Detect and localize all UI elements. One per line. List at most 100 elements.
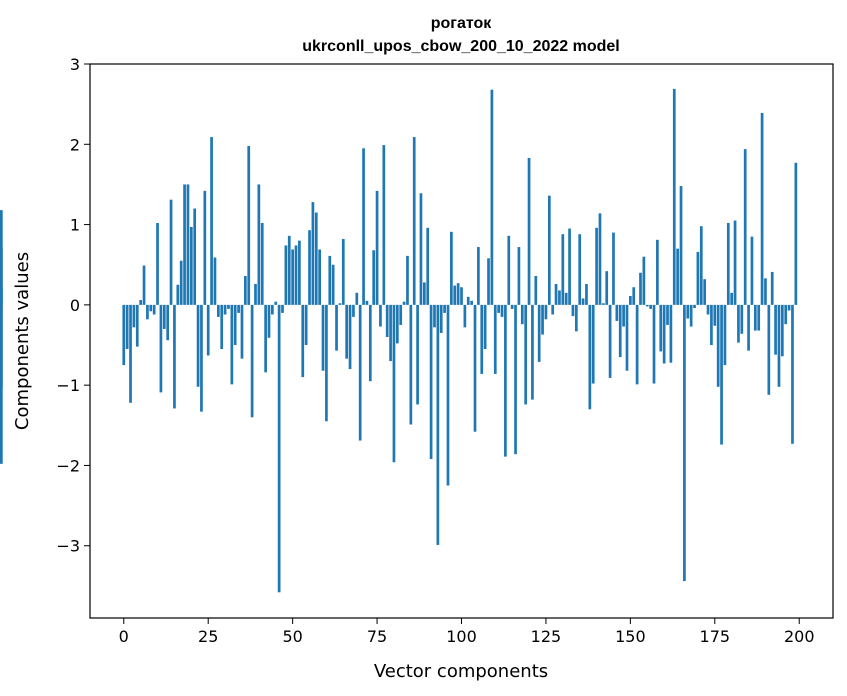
y-tick-label: 2 (70, 135, 80, 154)
bar (544, 304, 548, 320)
y-tick-label: −1 (56, 376, 80, 395)
bar (541, 304, 544, 335)
bar (598, 213, 602, 305)
bar (382, 145, 386, 305)
bar (412, 137, 416, 305)
bar (308, 230, 311, 305)
bar (527, 157, 531, 305)
bar (649, 304, 652, 309)
bar (166, 304, 170, 341)
bar (517, 247, 521, 305)
bar (348, 304, 352, 370)
bar (750, 236, 754, 305)
bar (135, 304, 139, 347)
bar (764, 278, 767, 305)
bar (463, 304, 467, 328)
bar (446, 304, 450, 486)
bar (601, 303, 605, 305)
bar (456, 283, 460, 305)
bar (524, 304, 528, 405)
bar (341, 239, 345, 305)
bar (146, 304, 149, 320)
bar (0, 304, 3, 388)
bar (686, 304, 690, 319)
bar (355, 292, 359, 305)
bar (274, 301, 278, 305)
x-tick-label: 150 (615, 627, 646, 646)
bar (605, 271, 609, 305)
bar (487, 258, 490, 305)
bar (419, 193, 423, 305)
bar (179, 260, 183, 305)
bar (436, 304, 440, 545)
bar (791, 304, 794, 444)
bar (395, 304, 399, 344)
bar (662, 304, 666, 364)
bar (497, 304, 500, 313)
x-tick-label: 0 (119, 627, 129, 646)
bar (230, 304, 234, 385)
bar (0, 210, 3, 305)
bar (301, 304, 305, 378)
bar (510, 304, 514, 309)
y-tick-label: 0 (70, 296, 80, 315)
x-axis-ticks: 0 25 50 75 100 125 150 175 200 (119, 618, 815, 646)
bar (213, 257, 217, 305)
bar (132, 304, 136, 328)
x-tick-label: 75 (367, 627, 387, 646)
bar (639, 272, 642, 305)
bar (149, 304, 153, 312)
bar (733, 220, 737, 305)
bar (331, 264, 335, 305)
x-tick-label: 125 (531, 627, 562, 646)
x-tick-label: 25 (198, 627, 218, 646)
bar (416, 304, 419, 405)
bar (591, 304, 595, 384)
bar (433, 304, 436, 328)
bar (169, 199, 173, 305)
bar (696, 251, 700, 305)
bar (284, 245, 288, 305)
bar (453, 285, 457, 305)
bar (203, 190, 207, 305)
bar (656, 239, 659, 305)
bar (281, 304, 284, 313)
bar (220, 304, 224, 350)
bar (669, 304, 673, 363)
bar (237, 304, 240, 313)
bar (500, 304, 504, 317)
bar (784, 304, 788, 325)
bar (483, 304, 487, 350)
bar (233, 304, 237, 346)
bar (507, 235, 511, 305)
bar (470, 300, 473, 305)
bar (632, 287, 636, 305)
bar (629, 296, 632, 305)
bar (159, 304, 163, 393)
bar (291, 249, 294, 305)
bar (652, 304, 656, 384)
bar (247, 145, 251, 305)
bar (581, 298, 585, 305)
bar (568, 228, 571, 305)
bar (277, 304, 281, 593)
bar (328, 255, 332, 305)
bar (254, 283, 257, 305)
bar (571, 304, 575, 317)
bar (460, 287, 463, 305)
bar (227, 304, 230, 309)
bar (389, 304, 392, 362)
bar (588, 304, 592, 410)
bar (142, 265, 146, 305)
bar (304, 304, 308, 346)
bar (743, 149, 747, 305)
bar (753, 304, 757, 331)
x-tick-label: 175 (700, 627, 731, 646)
bar (740, 304, 744, 334)
bar (760, 112, 764, 305)
bar (439, 304, 443, 333)
bar (585, 283, 588, 305)
bar (595, 227, 598, 305)
y-axis-label: Components values (12, 252, 33, 430)
